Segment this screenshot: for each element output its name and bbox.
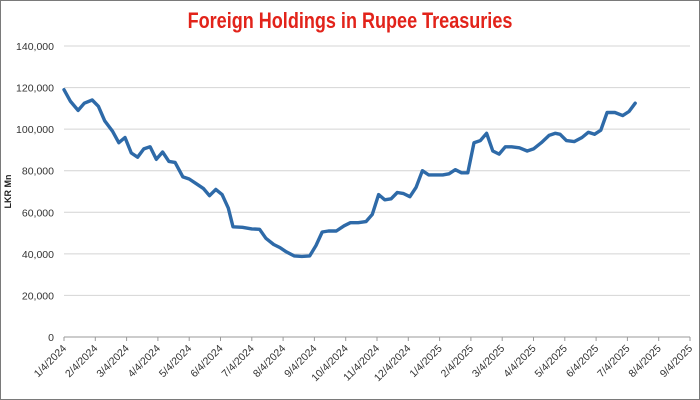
x-tick-label: 5/4/2024	[157, 343, 194, 380]
y-tick-label: 0	[48, 332, 54, 344]
series-layer	[62, 88, 637, 259]
x-tick-label: 4/4/2025	[501, 343, 538, 380]
y-tick-label: 140,000	[16, 41, 54, 53]
x-tick-label: 4/4/2024	[126, 343, 163, 380]
x-tick-label: 5/4/2025	[533, 343, 570, 380]
x-tick-label: 3/4/2025	[470, 343, 507, 380]
y-tick-label: 80,000	[22, 166, 54, 178]
x-tick-label: 8/4/2025	[626, 343, 663, 380]
x-tick-label: 6/4/2025	[564, 343, 601, 380]
y-axis-ticks: 0 20,000 40,000 60,000 80,000 100,000 120,000 1…	[16, 41, 54, 344]
y-axis-label: LKR Mn	[3, 175, 13, 209]
x-tick-label: 2/4/2025	[439, 343, 476, 380]
x-tick-label: 1/4/2025	[407, 343, 444, 380]
x-tick-label: 6/4/2024	[188, 343, 225, 380]
x-tick-label: 1/4/2024	[32, 343, 69, 380]
x-tick-label: 7/4/2025	[595, 343, 632, 380]
y-tick-label: 100,000	[16, 124, 54, 136]
x-tick-label: 8/4/2024	[251, 343, 288, 380]
y-tick-label: 20,000	[22, 290, 54, 302]
y-tick-label: 120,000	[16, 83, 54, 95]
x-tick-label: 2/4/2024	[63, 343, 100, 380]
x-tick-label: 9/4/2025	[658, 343, 695, 380]
y-tick-label: 40,000	[22, 249, 54, 261]
chart-title: Foreign Holdings in Rupee Treasuries	[187, 8, 513, 33]
x-tick-label: 7/4/2024	[220, 343, 257, 380]
x-tick-label: 3/4/2024	[94, 343, 131, 380]
x-axis-ticks: 1/4/20242/4/20243/4/20244/4/20245/4/2024…	[32, 337, 695, 384]
y-tick-label: 60,000	[22, 207, 54, 219]
series-line	[62, 88, 637, 259]
gridlines	[64, 45, 690, 296]
